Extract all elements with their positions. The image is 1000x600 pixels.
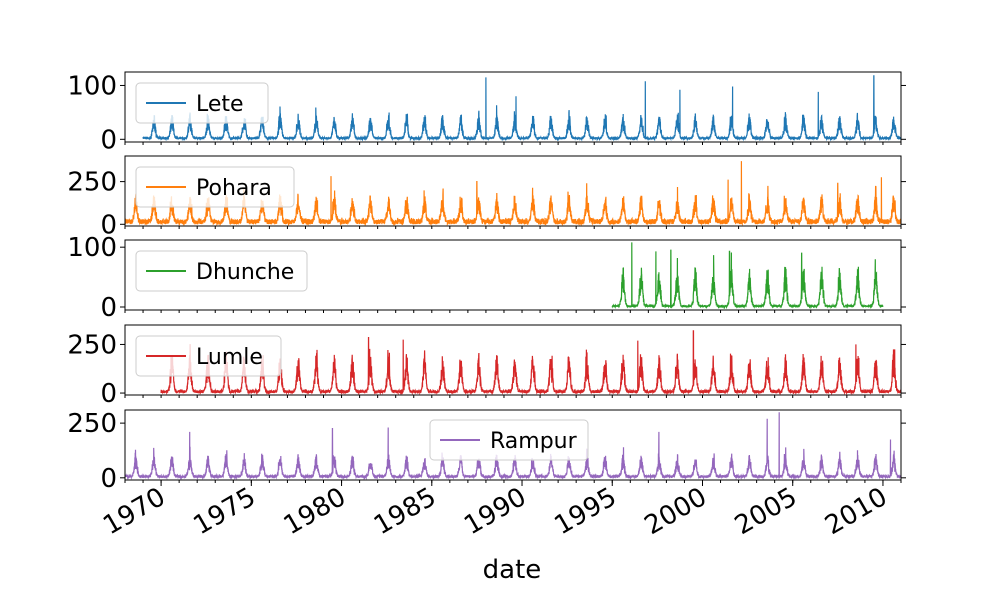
x-tick-label: 1980 [279, 482, 351, 541]
legend-box [135, 82, 269, 124]
y-tick-label: 250 [67, 330, 117, 360]
y-tick-label: 0 [100, 125, 117, 155]
legend-box [135, 166, 295, 208]
legend-dhunche: Dhunche [135, 250, 308, 292]
legend-label: Dhunche [196, 260, 294, 285]
y-tick-label: 0 [100, 379, 117, 409]
y-tick-label: 100 [67, 71, 117, 101]
y-tick-label: 0 [100, 293, 117, 323]
legend-box [135, 250, 308, 292]
legend-label: Rampur [490, 429, 578, 454]
axes-frame [124, 324, 902, 396]
legend-label: Lumle [196, 345, 263, 370]
series-line-lete [142, 75, 901, 142]
x-axis-label: date [483, 555, 542, 585]
axes-frame [124, 409, 902, 481]
axes-frame [124, 239, 902, 311]
legend-label: Pohara [196, 176, 272, 201]
panel-dhunche: 0 100 Dhunche [67, 233, 906, 323]
y-tick-label: 0 [100, 464, 117, 494]
legend-box [429, 419, 589, 461]
legend-lumle: Lumle [135, 335, 282, 377]
x-tick-label: 1975 [189, 482, 261, 541]
y-tick-label: 250 [67, 168, 117, 198]
axes-frame [124, 155, 902, 227]
panel-lumle: 0 250 Lumle [67, 324, 906, 409]
x-tick-label: 1990 [459, 482, 531, 541]
legend-label: Lete [196, 92, 244, 117]
series-line-dhunche [611, 242, 884, 310]
panel-rampur: 0 250 Rampur [67, 409, 906, 494]
legend-rampur: Rampur [429, 419, 589, 461]
panel-pohara: 0 250 Pohara [67, 155, 906, 240]
x-tick-label: 1985 [369, 482, 441, 541]
legend-lete: Lete [135, 82, 269, 124]
series-line-lumle [160, 330, 901, 395]
x-tick-label: 2005 [730, 482, 802, 541]
x-tick-label: 2010 [820, 482, 892, 541]
x-tick-label: 1995 [549, 482, 621, 541]
legend-box [135, 335, 282, 377]
x-tick-label: 2000 [640, 482, 712, 541]
series-line-pohara [125, 161, 901, 226]
series-line-rampur [125, 412, 901, 480]
panel-lete: 0 100 Lete [67, 71, 906, 155]
y-tick-label: 0 [100, 210, 117, 240]
axes-frame [124, 71, 902, 143]
x-axis: 1970 1975 1980 1985 1990 1995 2000 2005 2010 [98, 480, 892, 541]
y-tick-label: 250 [67, 409, 117, 439]
y-tick-label: 100 [67, 233, 117, 263]
legend-pohara: Pohara [135, 166, 295, 208]
